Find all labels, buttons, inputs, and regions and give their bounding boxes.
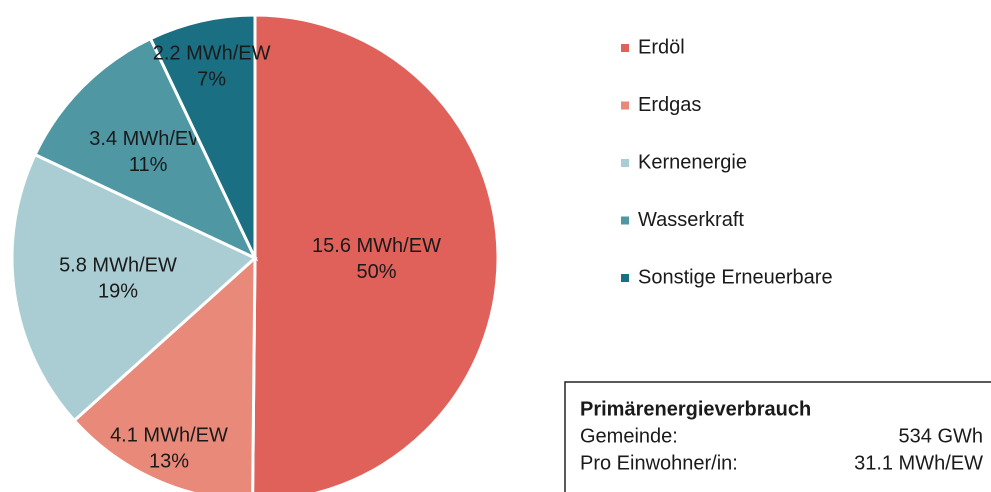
- pie-slice: [251, 13, 500, 492]
- info-row-value: 31.1 MWh/EW: [854, 452, 983, 474]
- slice-percent-label: 19%: [98, 280, 138, 302]
- slice-percent-label: 13%: [149, 451, 189, 473]
- slice-percent-label: 7%: [197, 68, 226, 90]
- legend-label: Wasserkraft: [638, 209, 744, 231]
- info-row-value: 534 GWh: [899, 425, 983, 447]
- legend-swatch: [621, 159, 629, 167]
- legend-label: Sonstige Erneuerbare: [638, 266, 833, 288]
- info-box-title: Primärenergieverbrauch: [580, 398, 811, 420]
- slice-value-label: 2.2 MWh/EW: [153, 42, 271, 64]
- pie-slice: [72, 254, 257, 492]
- info-row-label: Gemeinde:: [580, 425, 678, 447]
- pie-slice: [33, 36, 259, 262]
- legend-swatch: [621, 44, 629, 52]
- slice-percent-label: 11%: [129, 154, 168, 176]
- legend-label: Erdöl: [638, 36, 685, 58]
- slice-value-label: 4.1 MWh/EW: [110, 425, 228, 447]
- info-row-label: Pro Einwohner/in:: [580, 452, 738, 474]
- legend-label: Erdgas: [638, 94, 701, 116]
- slice-value-label: 5.8 MWh/EW: [59, 254, 177, 276]
- pie-slice: [10, 152, 258, 423]
- info-box: [564, 381, 991, 492]
- slice-value-label: 3.4 MWh/EW: [89, 128, 207, 150]
- slice-percent-label: 50%: [356, 261, 396, 283]
- legend-swatch: [621, 101, 629, 110]
- slice-value-label: 15.6 MWh/EW: [312, 235, 441, 257]
- legend-swatch: [621, 274, 629, 282]
- legend-swatch: [621, 216, 629, 225]
- pie-slice: [148, 13, 257, 259]
- legend-label: Kernenergie: [638, 151, 747, 173]
